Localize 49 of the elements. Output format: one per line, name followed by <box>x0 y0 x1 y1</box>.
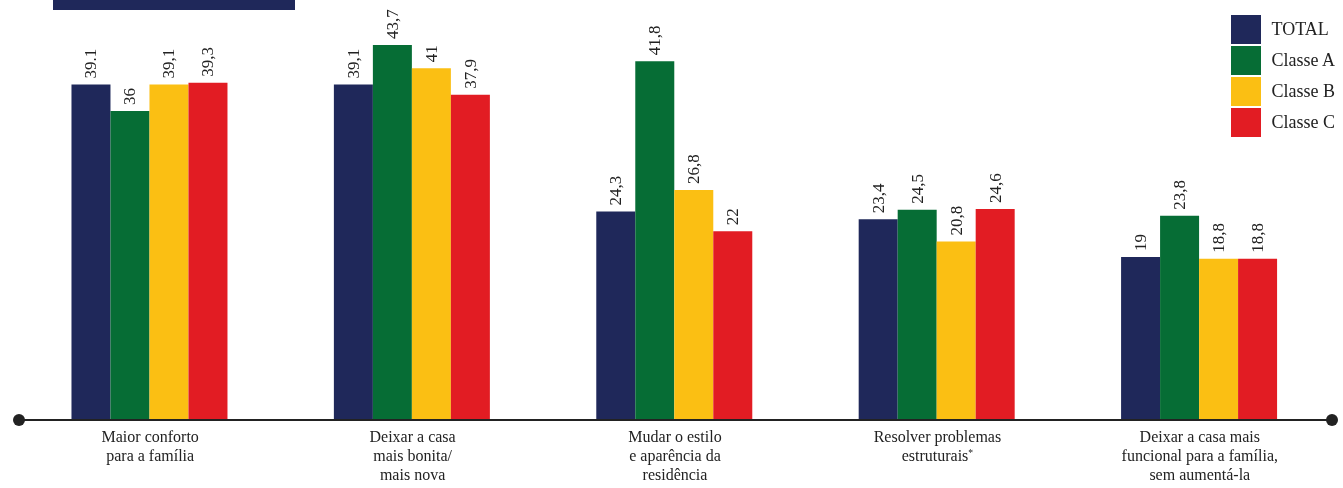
data-label: 18,8 <box>1248 222 1268 253</box>
legend-label: Classe C <box>1271 112 1335 133</box>
legend-label: Classe A <box>1271 50 1335 71</box>
bar <box>71 84 111 420</box>
bar <box>1199 258 1239 420</box>
bar <box>188 82 228 420</box>
bar <box>897 209 937 420</box>
bar <box>450 94 490 420</box>
data-label: 43,7 <box>382 8 402 39</box>
legend-label: TOTAL <box>1271 19 1329 40</box>
data-label: 26,8 <box>684 154 704 185</box>
data-label: 39,1 <box>343 48 363 79</box>
data-label: 23,4 <box>868 182 888 214</box>
bar <box>596 211 636 420</box>
bar <box>936 241 976 420</box>
data-label: 24,6 <box>985 173 1005 203</box>
data-label: 19 <box>1131 233 1151 251</box>
data-label: 39,1 <box>159 48 179 79</box>
bar <box>1160 215 1200 420</box>
bar <box>149 84 189 420</box>
bar <box>372 45 412 420</box>
x-tick-label: Maior conforto para a família <box>101 428 199 465</box>
data-label: 39,3 <box>198 47 218 77</box>
data-label: 41 <box>421 45 441 63</box>
data-label: 20,8 <box>946 205 966 236</box>
x-tick-label: Mudar o estilo e aparência da residência <box>628 428 722 483</box>
bar <box>333 84 373 420</box>
data-label: 41,8 <box>645 25 665 56</box>
bar <box>411 68 451 420</box>
x-tick-label: Resolver problemas estruturais$^{*}$ <box>873 428 1002 464</box>
bar <box>975 208 1015 420</box>
bar <box>635 61 675 420</box>
bar <box>110 111 150 420</box>
data-label: 39.1 <box>81 48 101 79</box>
data-label: 36 <box>120 88 140 106</box>
data-label: 18,8 <box>1209 222 1229 253</box>
bar <box>1238 258 1278 420</box>
data-label: 22 <box>723 208 743 226</box>
bar <box>713 231 753 420</box>
data-label: 23,8 <box>1170 180 1190 210</box>
bar <box>858 219 898 420</box>
legend-label: Classe B <box>1271 81 1335 102</box>
data-label: 37,9 <box>460 59 480 89</box>
x-tick-label: Deixar a casa mais bonita/ mais nova <box>369 428 456 483</box>
bar <box>1121 256 1161 420</box>
x-tick-label: Deixar a casa mais funcional para a família, sem aumentá-la <box>1121 428 1278 483</box>
bar <box>674 190 714 420</box>
data-label: 24,5 <box>907 174 927 204</box>
data-label: 24,3 <box>606 175 626 206</box>
